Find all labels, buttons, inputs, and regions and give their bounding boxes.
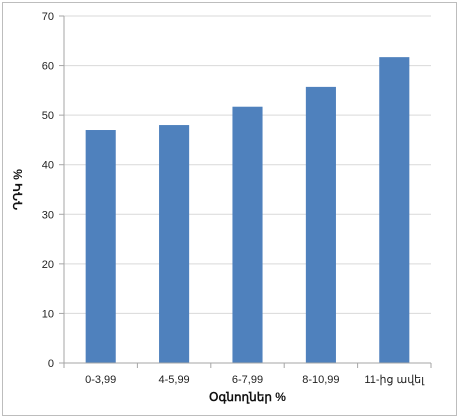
y-tick-label: 20	[42, 259, 54, 271]
y-tick-label: 70	[42, 11, 54, 23]
y-tick-labels: 0 10 20 30 40 50 60 70	[42, 11, 54, 370]
x-tick-label: 6-7,99	[232, 374, 263, 386]
y-tick-label: 0	[48, 358, 54, 370]
x-tick-label: 0-3,99	[85, 374, 116, 386]
x-tick-labels: 0-3,99 4-5,99 6-7,99 8-10,99 11-ից ավել	[85, 374, 425, 386]
x-tick-label: 4-5,99	[158, 374, 189, 386]
y-tick-label: 60	[42, 61, 54, 73]
bar	[305, 86, 336, 363]
x-axis-title: Օգնողներ %	[209, 390, 286, 404]
y-axis-title: ԴԴԿ %	[11, 169, 25, 210]
bar	[379, 57, 410, 363]
y-tick-label: 10	[42, 308, 54, 320]
y-tick-label: 50	[42, 110, 54, 122]
bar	[232, 106, 263, 364]
bars	[85, 57, 410, 364]
bar	[159, 125, 190, 363]
x-tick-label: 8-10,99	[302, 374, 339, 386]
bar	[85, 130, 116, 363]
y-tick-label: 30	[42, 209, 54, 221]
y-tick-label: 40	[42, 160, 54, 172]
axes	[59, 15, 432, 368]
x-tick-label: 11-ից ավել	[364, 374, 425, 386]
